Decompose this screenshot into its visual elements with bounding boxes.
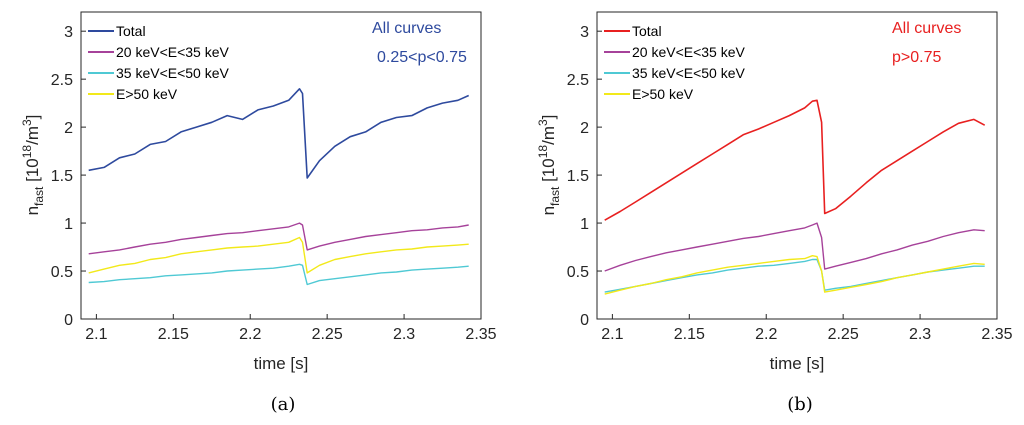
y-tick-label: 1 [64, 216, 73, 233]
y-tick-label: 0 [64, 312, 73, 329]
x-axis-label: time [s] [254, 354, 309, 373]
series-line-1 [88, 88, 470, 179]
x-tick-label: 2.15 [674, 326, 705, 343]
x-tick-label: 2.15 [158, 326, 189, 343]
y-tick-label: 0 [580, 312, 589, 329]
series-line-1 [604, 99, 986, 221]
series-line-2 [604, 222, 985, 272]
series-line-3 [88, 263, 469, 286]
x-tick-label: 2.25 [828, 326, 859, 343]
x-tick-label: 2.1 [85, 326, 107, 343]
y-tick-label: 3 [64, 24, 73, 41]
x-tick-label: 2.3 [393, 326, 415, 343]
plot-area-frame [596, 11, 998, 320]
panel-caption: (a) [271, 394, 296, 415]
y-tick-label: 0.5 [567, 264, 589, 281]
y-tick-label: 0.5 [51, 264, 73, 281]
x-tick-label: 2.35 [981, 326, 1012, 343]
annotation-line-2: p>0.75 [892, 49, 941, 66]
x-tick-label: 2.2 [755, 326, 777, 343]
annotation-line-2: 0.25<p<0.75 [377, 49, 467, 66]
legend-label: E>50 keV [632, 86, 694, 102]
y-tick-label: 2 [64, 120, 73, 137]
y-tick-label: 2.5 [567, 72, 589, 89]
x-tick-label: 2.3 [909, 326, 931, 343]
x-tick-label: 2.1 [601, 326, 623, 343]
legend: Total 20 keV<E<35 keV 35 keV<E<50 keV E>50 … [88, 23, 230, 102]
legend-label: 20 keV<E<35 keV [632, 44, 746, 60]
legend-label: 35 keV<E<50 keV [116, 65, 230, 81]
y-axis-label: nfast [1018/m3] [536, 115, 562, 216]
legend-label: E>50 keV [116, 86, 178, 102]
annotation-line-1: All curves [372, 20, 441, 37]
legend-label: 20 keV<E<35 keV [116, 44, 230, 60]
legend-label: 35 keV<E<50 keV [632, 65, 746, 81]
y-tick-label: 1.5 [567, 168, 589, 185]
series-line-4 [88, 236, 469, 274]
x-axis-ticks: 2.1 2.15 2.2 2.25 2.3 2.35 [85, 314, 497, 343]
x-tick-label: 2.35 [465, 326, 496, 343]
series-line-4 [604, 254, 985, 295]
y-tick-label: 2 [580, 120, 589, 137]
series-line-2 [88, 222, 469, 255]
x-tick-label: 2.2 [239, 326, 261, 343]
series-layer [604, 99, 986, 295]
chart-panel-a: 2.1 2.15 2.2 2.25 2.3 2.35 0 0.5 1 1.5 2 2.5 3 time… [20, 11, 497, 415]
chart-panel-b: 2.1 2.15 2.2 2.25 2.3 2.35 0 0.5 1 1.5 2 2.5 3 time… [536, 11, 1013, 415]
legend-label: Total [632, 23, 662, 39]
x-axis-ticks: 2.1 2.15 2.2 2.25 2.3 2.35 [601, 314, 1013, 343]
series-layer [88, 88, 470, 286]
legend-label: Total [116, 23, 146, 39]
y-axis-label: nfast [1018/m3] [20, 115, 46, 216]
y-tick-label: 1.5 [51, 168, 73, 185]
x-tick-label: 2.25 [312, 326, 343, 343]
annotation-line-1: All curves [892, 20, 961, 37]
legend: Total 20 keV<E<35 keV 35 keV<E<50 keV E>50 … [604, 23, 746, 102]
y-tick-label: 2.5 [51, 72, 73, 89]
y-tick-label: 3 [580, 24, 589, 41]
y-tick-label: 1 [580, 216, 589, 233]
panel-caption: (b) [787, 394, 813, 415]
x-axis-label: time [s] [770, 354, 825, 373]
y-axis-ticks: 0 0.5 1 1.5 2 2.5 3 [567, 24, 602, 329]
y-axis-ticks: 0 0.5 1 1.5 2 2.5 3 [51, 24, 86, 329]
